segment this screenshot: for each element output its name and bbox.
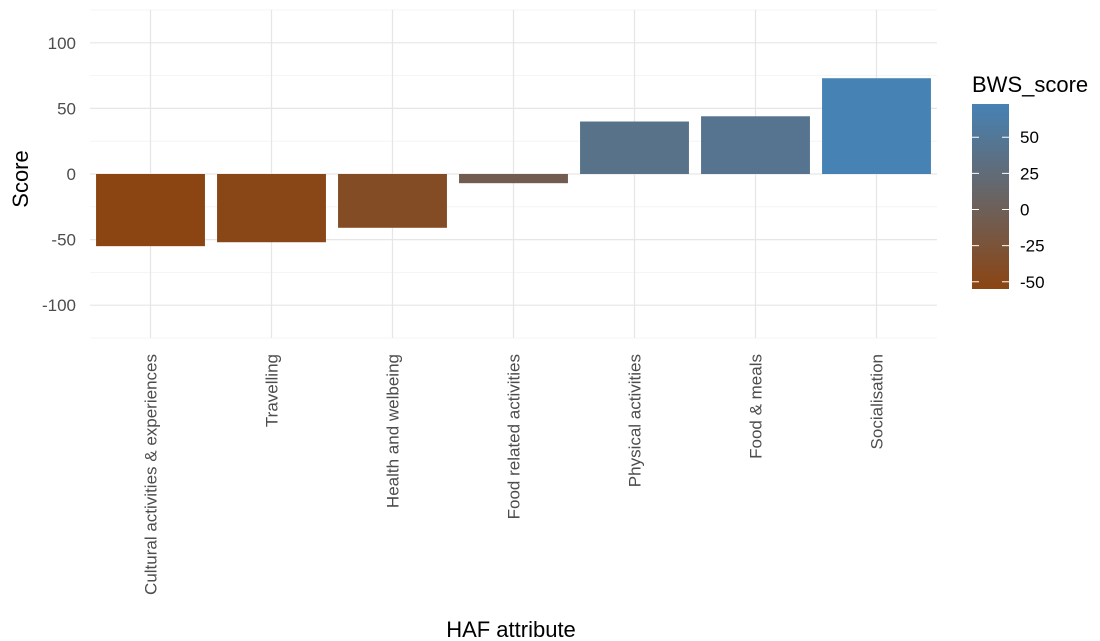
x-tick-label: Food & meals <box>747 354 766 459</box>
bar <box>701 116 810 174</box>
y-tick-label: 100 <box>48 34 76 53</box>
x-tick-label: Physical activities <box>626 354 645 487</box>
y-tick-label: -100 <box>42 296 76 315</box>
bar <box>96 174 205 247</box>
y-tick-label: 0 <box>67 165 76 184</box>
x-axis-ticks: Cultural activities & experiences Travell… <box>142 354 887 595</box>
legend-tick-label: 50 <box>1020 128 1039 147</box>
x-tick-label: Health and welbeing <box>384 354 403 508</box>
bar <box>217 174 326 243</box>
bar <box>580 121 689 174</box>
legend-tick-label: 25 <box>1020 164 1039 183</box>
y-axis-ticks: -100 -50 0 50 100 <box>42 34 76 315</box>
x-tick-label: Food related activities <box>505 354 524 519</box>
y-tick-label: 50 <box>57 99 76 118</box>
y-axis-title: Score <box>8 150 33 207</box>
x-axis-title: HAF attribute <box>446 617 576 641</box>
legend-tick-label: 0 <box>1020 201 1029 220</box>
x-tick-label: Socialisation <box>868 354 887 449</box>
bar <box>822 78 931 174</box>
x-tick-label: Cultural activities & experiences <box>142 354 161 595</box>
legend-tick-label: -50 <box>1020 273 1045 292</box>
legend-tick-label: -25 <box>1020 237 1045 256</box>
bar <box>338 174 447 228</box>
y-tick-label: -50 <box>51 231 76 250</box>
legend-ticks: 50 25 0 -25 -50 <box>972 128 1045 292</box>
bars <box>96 78 931 247</box>
bar <box>459 174 568 184</box>
legend-colorbar <box>972 104 1009 289</box>
x-tick-label: Travelling <box>263 354 282 427</box>
legend-title: BWS_score <box>972 72 1088 97</box>
legend: BWS_score 50 25 0 -25 -50 <box>972 72 1088 292</box>
